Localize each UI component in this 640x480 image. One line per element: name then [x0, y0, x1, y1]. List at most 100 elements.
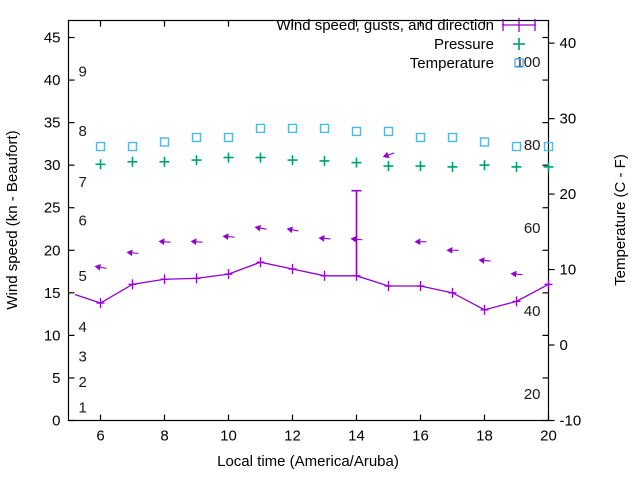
arrow-head — [254, 224, 261, 232]
wind-direction-arrow — [318, 235, 331, 242]
temperature-marker — [479, 137, 490, 147]
wind-direction-arrow — [414, 238, 427, 246]
y2-tick-label: 20 — [560, 186, 577, 203]
wind-direction-arrow — [190, 238, 203, 246]
arrow-head — [190, 238, 197, 246]
x-tick-label: 20 — [540, 428, 557, 445]
wind-speed-marker — [96, 298, 105, 309]
beaufort-label: 8 — [79, 123, 87, 140]
pressure-marker — [159, 156, 170, 167]
y-axis-ticks — [68, 36, 549, 422]
temperature-marker — [159, 137, 170, 147]
wind-direction-arrow — [94, 263, 107, 271]
wind-speed-marker — [320, 270, 329, 281]
wind-speed-marker — [192, 273, 201, 284]
wind-direction-arrow — [382, 151, 395, 159]
legend-marker-wind-line-plus-icon — [502, 18, 536, 32]
pressure-marker — [351, 157, 362, 168]
legend-label-temperature[interactable]: Temperature — [410, 55, 494, 72]
y-tick-label: 30 — [44, 157, 61, 174]
x-tick-label: 6 — [96, 428, 104, 445]
arrow-head — [350, 235, 357, 243]
x-tick-label: 16 — [412, 428, 429, 445]
x-tick-label: 14 — [348, 428, 365, 445]
y2-tick-label: -10 — [560, 413, 582, 430]
arrow-head — [286, 226, 293, 234]
x-tick-label: 12 — [284, 428, 301, 445]
pressure-marker — [319, 155, 330, 166]
wind-speed-marker — [224, 269, 233, 280]
arrow-head — [222, 233, 229, 240]
pressure-marker — [479, 160, 490, 171]
wind-speed-marker — [384, 281, 393, 292]
arrow-head — [94, 263, 101, 271]
temperature-marker — [543, 141, 554, 152]
wind-speed-marker — [416, 281, 425, 292]
x-axis-title: Local time (America/Aruba) — [217, 453, 399, 470]
beaufort-label: 7 — [79, 174, 87, 191]
y-tick-label: 35 — [44, 115, 61, 132]
arrow-head — [510, 270, 517, 278]
pressure-marker — [511, 161, 522, 172]
x-axis-ticks — [99, 20, 550, 421]
wind-speed-marker — [448, 287, 457, 298]
arrow-head — [126, 249, 133, 257]
beaufort-label: 3 — [79, 349, 87, 366]
wind-speed-marker — [160, 274, 169, 285]
legend-marker-pressure-plus-icon — [513, 38, 525, 50]
legend-marker-temperature-square-icon — [514, 58, 524, 68]
wind-speed-marker — [512, 296, 521, 307]
y-axis-title: Wind speed (kn - Beaufort) — [4, 130, 21, 309]
wind-direction-arrow — [254, 224, 267, 232]
wind-direction-arrow — [126, 249, 139, 257]
wind-direction-arrow — [446, 246, 459, 254]
series-wind-speed — [74, 257, 553, 315]
beaufort-label: 1 — [79, 400, 87, 417]
temperature-marker — [447, 132, 458, 143]
pressure-marker — [223, 152, 234, 163]
y2-tick-label: 0 — [560, 337, 568, 354]
temperature-marker — [255, 123, 266, 134]
pressure-marker — [383, 161, 394, 172]
pressure-marker — [255, 152, 266, 163]
temperature-marker — [511, 141, 522, 152]
y2-tick-label: 30 — [560, 111, 577, 128]
series-pressure — [95, 152, 554, 172]
beaufort-label: 6 — [79, 213, 87, 230]
wind-speed-marker — [288, 264, 297, 275]
wind-direction-arrow — [350, 235, 363, 243]
y-tick-label: 25 — [44, 200, 61, 217]
pressure-marker — [127, 156, 138, 167]
pressure-marker — [191, 155, 202, 166]
y2-tick-label: 10 — [560, 262, 577, 279]
wind-speed-marker — [352, 270, 361, 281]
fahrenheit-label: 80 — [524, 137, 541, 154]
temperature-marker — [191, 132, 202, 143]
wind-direction-arrow — [222, 233, 235, 240]
temperature-marker — [415, 132, 426, 143]
arrow-head — [158, 238, 165, 246]
y2-tick-label: 40 — [560, 35, 577, 52]
pressure-marker — [543, 161, 554, 172]
fahrenheit-label: 100 — [515, 54, 540, 71]
y-axis-tick-labels: 0 5 10 15 20 25 30 35 40 45 — [44, 30, 61, 430]
beaufort-label: 2 — [79, 374, 87, 391]
series-wind-gusts — [351, 189, 362, 276]
y2-axis-ticks — [548, 42, 555, 422]
wind-speed-marker — [544, 279, 553, 290]
legend-label-wind[interactable]: Wind speed, gusts, and direction — [276, 17, 494, 34]
legend-label-pressure[interactable]: Pressure — [434, 36, 494, 53]
fahrenheit-scale-labels: 20 40 60 80 100 — [515, 54, 540, 403]
temperature-marker — [287, 123, 298, 134]
pressure-marker — [287, 155, 298, 166]
arrow-head — [414, 238, 421, 246]
x-tick-label: 18 — [476, 428, 493, 445]
pressure-marker — [95, 159, 106, 170]
wind-speed-marker — [128, 279, 137, 290]
arrow-head — [446, 246, 453, 254]
arrow-head — [478, 257, 485, 264]
beaufort-scale-labels: 1 2 3 4 5 6 7 8 9 — [79, 64, 87, 417]
x-tick-label: 8 — [160, 428, 168, 445]
